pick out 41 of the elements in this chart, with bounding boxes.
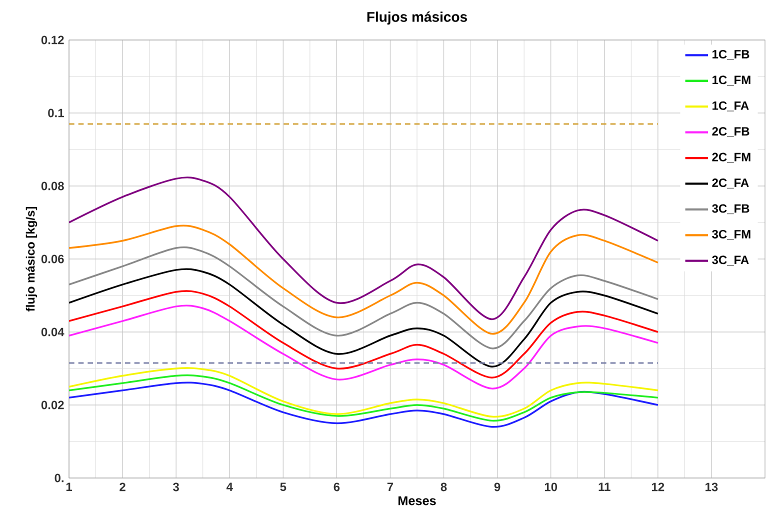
y-tick-label: 0.02 (41, 400, 64, 410)
x-tick-label: 6 (334, 482, 340, 492)
x-tick-label: 8 (440, 482, 447, 492)
legend-label: 3C_FM (712, 230, 750, 240)
x-tick-label: 13 (706, 482, 718, 492)
chart-title: Flujos másicos (367, 11, 467, 25)
legend-label: 2C_FB (712, 127, 750, 137)
legend-label: 3C_FB (712, 204, 750, 214)
line-series (69, 304, 659, 390)
y-tick-label: 0.08 (41, 182, 64, 190)
legend-label: 1C_FB (712, 50, 750, 60)
x-axis-title: Meses (398, 496, 436, 506)
x-tick-label: 10 (544, 482, 558, 492)
legend-label: 2C_FM (712, 152, 750, 163)
y-axis-title: flujo másico [kg/s] (26, 206, 38, 312)
x-tick-label: 2 (120, 482, 126, 492)
y-tick-label: 0.12 (41, 36, 64, 44)
x-tick-label: 9 (494, 482, 500, 492)
line-series (69, 246, 659, 350)
x-tick-label: 12 (652, 482, 664, 492)
y-tick-label: 0.06 (41, 254, 64, 264)
legend-label: 1C_FA (712, 101, 749, 112)
line-series (69, 367, 659, 418)
line-series (69, 224, 659, 335)
legend-label: 3C_FA (712, 256, 749, 266)
y-tick-label: 0.1 (48, 108, 64, 118)
line-series (69, 268, 659, 368)
line-series (69, 382, 659, 428)
y-tick-label: 0. (54, 474, 64, 482)
legend-label: 1C_FM (712, 76, 750, 86)
x-tick-label: 5 (280, 482, 286, 492)
line-series (69, 374, 659, 422)
line-series (69, 176, 659, 320)
x-tick-label: 1 (66, 482, 72, 491)
y-tick-label: 0.04 (41, 328, 64, 336)
x-tick-label: 4 (226, 482, 233, 491)
legend-label: 2C_FA (712, 178, 749, 188)
x-tick-label: 3 (173, 482, 179, 492)
line-series (69, 290, 659, 378)
x-tick-label: 7 (387, 482, 394, 491)
x-tick-label: 11 (598, 482, 610, 491)
